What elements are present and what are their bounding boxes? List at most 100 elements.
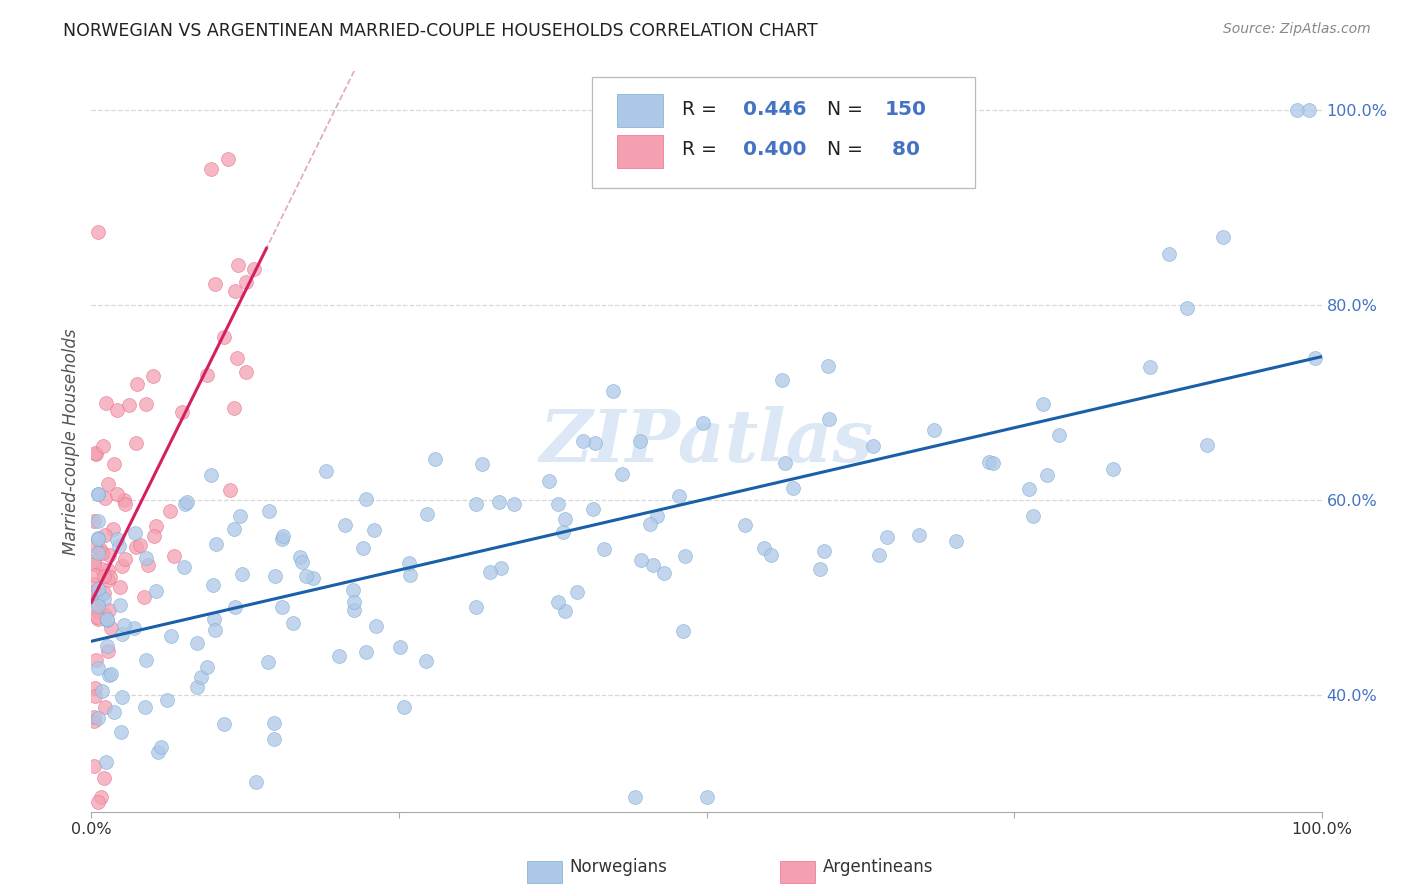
Point — [388, 640, 411, 655]
Point — [141, 369, 163, 384]
Point — [945, 534, 967, 549]
Point — [86, 661, 108, 675]
Point — [291, 556, 314, 570]
Point — [96, 639, 118, 653]
Point — [464, 600, 486, 615]
Point — [173, 560, 195, 574]
Point — [86, 599, 108, 613]
Point — [200, 467, 222, 482]
Point — [1047, 427, 1070, 442]
Point — [112, 618, 135, 632]
Point — [554, 604, 576, 618]
Point — [817, 359, 839, 373]
Text: Argentineans: Argentineans — [823, 858, 934, 876]
Point — [981, 456, 1004, 470]
Point — [108, 580, 131, 594]
Point — [734, 517, 756, 532]
Point — [343, 595, 366, 609]
Point — [142, 529, 165, 543]
Point — [922, 423, 945, 437]
Point — [91, 546, 114, 560]
Text: NORWEGIAN VS ARGENTINEAN MARRIED-COUPLE HOUSEHOLDS CORRELATION CHART: NORWEGIAN VS ARGENTINEAN MARRIED-COUPLE … — [63, 22, 818, 40]
Point — [630, 553, 652, 567]
Point — [342, 582, 364, 597]
Point — [86, 582, 108, 596]
Point — [94, 528, 117, 542]
Point — [231, 567, 253, 582]
Point — [98, 570, 121, 584]
Point — [93, 700, 115, 714]
Point — [163, 549, 186, 563]
Point — [263, 716, 285, 731]
Point — [86, 531, 108, 545]
Point — [352, 541, 374, 555]
Point — [399, 567, 422, 582]
Point — [224, 284, 246, 298]
Point — [111, 690, 134, 704]
Point — [83, 714, 105, 728]
Point — [111, 627, 134, 641]
Point — [212, 330, 235, 344]
Point — [759, 548, 782, 562]
Point — [97, 603, 120, 617]
Point — [90, 684, 112, 698]
Point — [224, 401, 246, 415]
Point — [107, 539, 129, 553]
Point — [87, 611, 110, 625]
Point — [125, 540, 148, 554]
Point — [398, 556, 420, 570]
Point — [547, 497, 569, 511]
Point — [100, 621, 122, 635]
Point — [582, 502, 605, 516]
Point — [503, 497, 526, 511]
Point — [645, 508, 668, 523]
Point — [145, 583, 167, 598]
Point — [610, 467, 633, 482]
Point — [1032, 397, 1054, 411]
Point — [145, 519, 167, 533]
Bar — [617, 95, 664, 127]
Point — [692, 416, 714, 430]
Point — [94, 396, 117, 410]
Point — [752, 541, 775, 555]
Point — [343, 603, 366, 617]
Point — [89, 588, 111, 602]
Point — [89, 542, 111, 557]
Point — [86, 487, 108, 501]
Point — [1159, 247, 1181, 261]
Point — [423, 452, 446, 467]
Text: 150: 150 — [884, 100, 927, 119]
Point — [135, 653, 157, 667]
Point — [257, 655, 280, 669]
Point — [159, 504, 181, 518]
Point — [96, 613, 118, 627]
Point — [876, 530, 898, 544]
Point — [652, 566, 675, 581]
Point — [86, 609, 108, 624]
Point — [235, 365, 257, 379]
Point — [127, 376, 149, 391]
Point — [90, 790, 112, 805]
Point — [195, 660, 218, 674]
Point — [86, 532, 108, 546]
Text: 80: 80 — [884, 139, 920, 159]
Point — [204, 277, 226, 291]
FancyBboxPatch shape — [592, 77, 974, 188]
Point — [93, 568, 115, 582]
Point — [105, 403, 128, 417]
Point — [84, 567, 107, 582]
Point — [235, 275, 257, 289]
Point — [87, 604, 110, 618]
Point — [808, 562, 831, 576]
Point — [224, 600, 246, 615]
Point — [114, 497, 136, 511]
Point — [673, 549, 696, 563]
Point — [243, 262, 266, 277]
Point — [86, 225, 108, 239]
Y-axis label: Married-couple Households: Married-couple Households — [62, 328, 80, 555]
Point — [86, 514, 108, 528]
Point — [283, 615, 305, 630]
Point — [488, 495, 510, 509]
Point — [229, 508, 252, 523]
Point — [392, 699, 415, 714]
